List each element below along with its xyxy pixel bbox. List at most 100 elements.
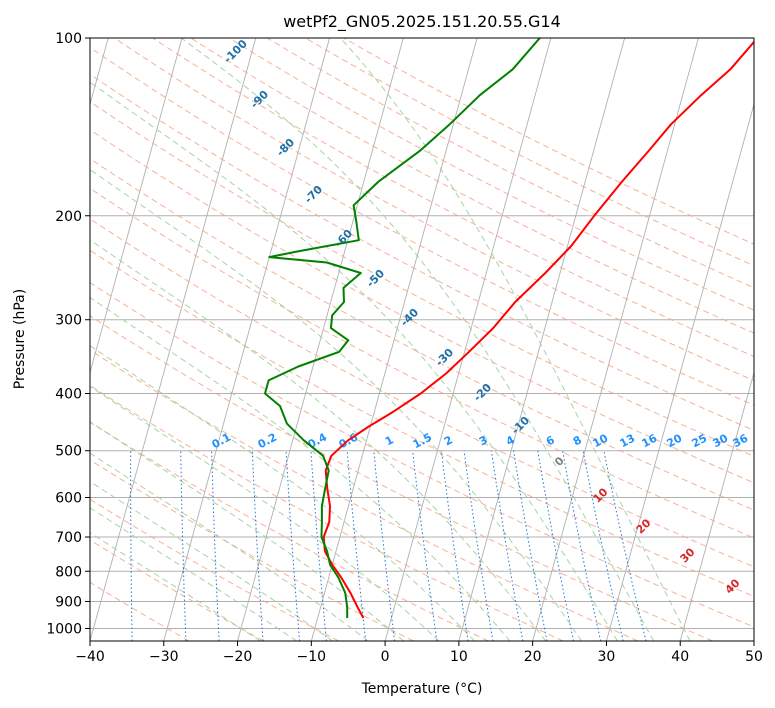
x-tick-label: −30	[149, 649, 179, 665]
moist-adiabat-line	[90, 239, 547, 641]
line-labels: 0.1 0.2 0.4 0.6 1 1.5 2 3 4 6 8 10 13 16 20 25 30 36-100-…	[210, 37, 751, 597]
mixing-ratio-label: 13	[618, 432, 638, 451]
mixing-ratio-label: 8	[571, 433, 584, 448]
dry-adiabat-line	[267, 38, 754, 289]
mixing-ratio-label: 10	[591, 431, 611, 450]
dewpoint-line	[264, 38, 541, 618]
x-tick-label: −40	[75, 649, 105, 665]
isotherm-line	[90, 38, 183, 375]
x-tick-label: −10	[297, 649, 327, 665]
y-tick-label: 600	[55, 490, 82, 506]
y-axis-label: Pressure (hPa)	[12, 289, 28, 389]
moist-adiabat-line	[90, 296, 511, 641]
mixing-ratio-line	[373, 450, 396, 641]
dry-adiabat-line	[90, 101, 754, 457]
dry-adiabat-line	[90, 498, 339, 641]
isotherm-line	[90, 38, 257, 641]
dry-adiabat-line	[190, 38, 754, 334]
dry-adiabat-line	[90, 158, 754, 511]
mixing-ratio-label: 25	[690, 432, 710, 451]
mixing-ratio-label: 3	[477, 433, 490, 448]
moist-adiabat-line	[90, 345, 475, 641]
y-axis-ticks: 100 200 300 400 500 600 700 800 900 1000	[46, 31, 90, 637]
isotherm-line	[237, 38, 404, 641]
x-tick-label: 10	[450, 649, 468, 665]
moist-adiabat-line	[90, 480, 333, 641]
mixing-ratio-line	[130, 450, 133, 641]
moist-adiabat-line	[90, 169, 582, 641]
dry-adiabat-line	[90, 73, 754, 431]
grid-layer	[90, 38, 754, 641]
moist-adiabat-line	[180, 38, 655, 641]
y-tick-label: 500	[55, 444, 82, 460]
background-lines	[90, 38, 754, 641]
x-tick-label: 20	[524, 649, 542, 665]
dry-adiabat-line	[343, 38, 754, 245]
mixing-ratio-line	[513, 450, 548, 641]
moist-adiabat-label: -70	[302, 183, 325, 206]
moist-adiabat-label: 0	[552, 454, 567, 469]
dry-adiabat-line	[114, 38, 754, 382]
dry-adiabat-line	[90, 129, 754, 484]
dry-adiabat-line	[90, 384, 564, 641]
mixing-ratio-line	[463, 450, 494, 641]
isotherm-line	[679, 370, 754, 641]
y-tick-label: 700	[55, 530, 82, 546]
mixing-ratio-label: 30	[711, 431, 731, 450]
mixing-ratio-line	[537, 450, 574, 641]
dry-adiabat-line	[90, 539, 265, 641]
dry-adiabat-line	[90, 187, 754, 539]
mixing-ratio-line	[582, 450, 624, 641]
dry-adiabat-line	[90, 281, 754, 628]
isotherm-line	[606, 102, 754, 641]
x-tick-label: −20	[223, 649, 253, 665]
mixing-ratio-label: 20	[665, 431, 685, 450]
moist-adiabat-label: -10	[509, 414, 532, 437]
moist-adiabat-label: -60	[332, 227, 355, 250]
dry-adiabat-line	[90, 349, 639, 641]
dry-adiabat-line	[90, 459, 414, 641]
moist-adiabat-label: -20	[471, 381, 494, 404]
dry-adiabat-line	[90, 315, 713, 641]
moist-adiabat-line	[90, 507, 297, 641]
mixing-ratio-label: 36	[731, 431, 751, 450]
y-tick-label: 1000	[46, 621, 82, 637]
mixing-ratio-line	[440, 450, 469, 641]
moist-adiabat-line	[340, 38, 691, 641]
dry-adiabat-line	[305, 38, 754, 267]
mixing-ratio-label: 1	[383, 433, 396, 448]
y-tick-label: 300	[55, 313, 82, 329]
x-axis-label: Temperature (°C)	[361, 681, 483, 697]
moist-adiabat-label: -90	[248, 88, 271, 111]
mixing-ratio-label: 6	[544, 433, 557, 448]
x-tick-label: 30	[598, 649, 616, 665]
moist-adiabat-line	[90, 452, 369, 641]
moist-adiabat-label: -80	[274, 136, 297, 159]
isotherm-line	[458, 38, 626, 641]
moist-adiabat-label: -100	[221, 37, 250, 66]
dry-adiabat-line	[228, 38, 754, 311]
y-tick-label: 900	[55, 594, 82, 610]
y-tick-label: 100	[55, 31, 82, 47]
moist-adiabat-label: -30	[433, 346, 456, 369]
mixing-ratio-label: 0.2	[256, 431, 279, 452]
dry-adiabat-line	[90, 249, 754, 598]
mixing-ratio-line	[490, 450, 524, 641]
mixing-ratio-label: 0.4	[306, 430, 330, 451]
x-tick-label: 40	[671, 649, 689, 665]
moist-adiabat-line	[90, 385, 440, 641]
mixing-ratio-line	[603, 450, 647, 641]
moist-adiabat-line	[90, 421, 404, 641]
y-tick-label: 800	[55, 564, 82, 580]
dry-adiabat-label: 30	[678, 545, 698, 565]
mixing-ratio-line	[562, 450, 602, 641]
dry-adiabat-label: 10	[591, 485, 611, 505]
x-tick-label: 0	[381, 649, 390, 665]
dry-adiabat-line	[152, 38, 754, 358]
dry-adiabat-label: 40	[723, 576, 743, 596]
x-tick-label: 50	[745, 649, 763, 665]
mixing-ratio-label: 16	[640, 431, 660, 450]
moist-adiabat-label: -40	[398, 306, 421, 329]
plot-frame	[89, 37, 755, 642]
